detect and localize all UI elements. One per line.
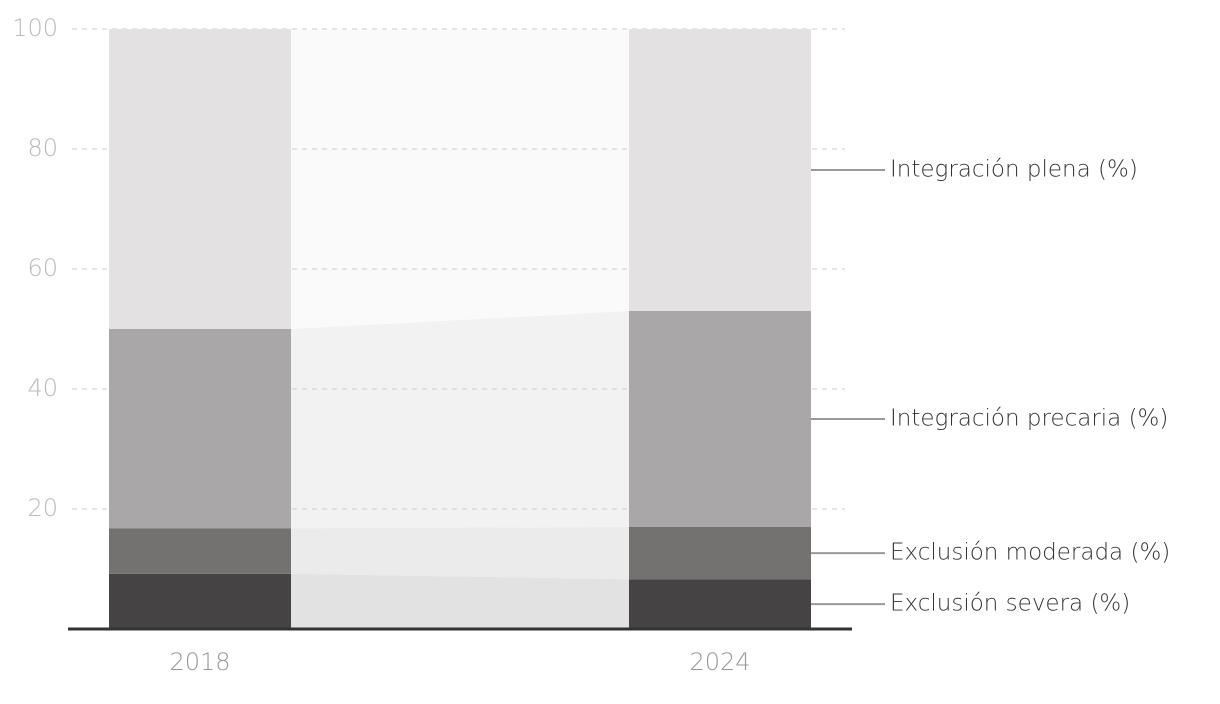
y-tick-label: 40 [27,374,58,402]
y-tick-label: 100 [12,14,58,42]
flow-band [291,527,629,580]
bar-segment [629,579,811,629]
y-tick-label: 80 [27,134,58,162]
bar-segment [109,29,291,329]
bar-segment [109,329,291,529]
legend-label: Integración plena (%) [890,157,1138,183]
bar-segment [109,573,291,629]
legend-label: Exclusión moderada (%) [890,540,1170,566]
legend-label: Exclusión severa (%) [890,591,1130,617]
bar-segment [629,29,811,311]
y-tick-label: 60 [27,254,58,282]
flow-band [291,311,629,529]
flow-band [291,29,629,329]
bar-segment [629,311,811,527]
bar-segment [109,528,291,574]
x-tick-label: 2024 [689,648,750,676]
x-tick-label: 2018 [169,648,230,676]
bar-segment [629,527,811,580]
flow-band [291,573,629,629]
legend-label: Integración precaria (%) [890,406,1168,432]
y-tick-label: 20 [27,494,58,522]
